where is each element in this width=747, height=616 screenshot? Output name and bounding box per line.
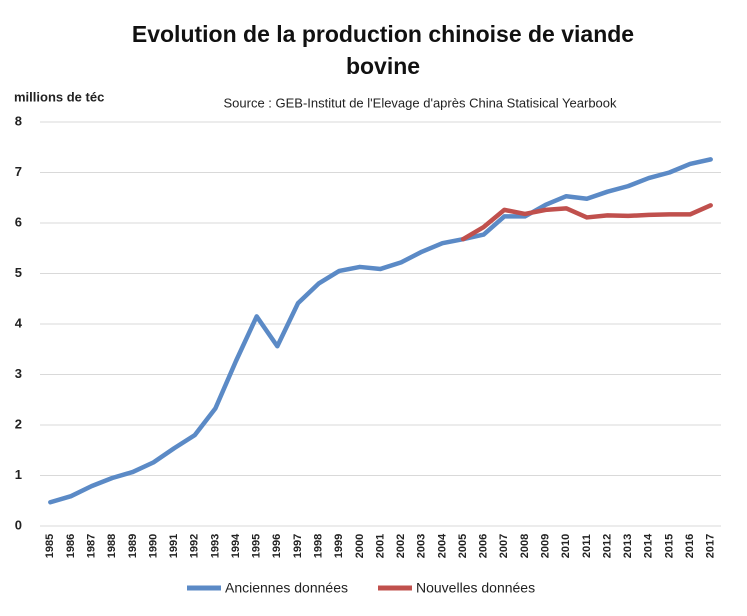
x-tick-label: 1985: [44, 534, 56, 558]
y-tick-label: 5: [15, 265, 22, 280]
x-tick-label: 1997: [292, 534, 304, 558]
x-tick-label: 2012: [601, 534, 613, 558]
y-tick-label: 1: [15, 467, 22, 482]
y-tick-label: 3: [15, 366, 22, 381]
x-tick-label: 1998: [312, 534, 324, 558]
x-tick-label: 1990: [147, 534, 159, 558]
y-tick-label: 4: [15, 315, 23, 330]
x-tick-label: 2006: [478, 534, 490, 558]
x-tick-label: 2005: [457, 534, 469, 558]
x-tick-label: 1994: [230, 533, 242, 558]
x-tick-label: 1987: [85, 534, 97, 558]
subtitle: Source : GEB-Institut de l'Elevage d'apr…: [223, 95, 617, 110]
y-tick-label: 6: [15, 214, 22, 229]
y-tick-label: 0: [15, 517, 22, 532]
x-tick-label: 1999: [333, 534, 345, 558]
y-tick-label: 7: [15, 164, 22, 179]
x-tick-label: 1989: [127, 534, 139, 558]
x-tick-label: 1996: [271, 534, 283, 558]
x-tick-label: 2015: [663, 534, 675, 558]
y-axis-label: millions de téc: [14, 89, 104, 104]
x-tick-label: 2007: [498, 534, 510, 558]
series-line: [460, 203, 713, 242]
x-tick-label: 2003: [416, 534, 428, 558]
x-tick-label: 2004: [436, 533, 448, 558]
x-tick-label: 2001: [374, 534, 386, 558]
x-tick-label: 1995: [251, 534, 263, 558]
x-tick-label: 1993: [209, 534, 221, 558]
y-tick-label: 8: [15, 113, 22, 128]
x-tick-label: 2017: [705, 534, 717, 558]
x-tick-label: 2014: [643, 533, 655, 558]
x-tick-label: 2000: [354, 534, 366, 558]
x-tick-label: 1986: [65, 534, 77, 558]
x-tick-label: 1988: [106, 534, 118, 558]
y-tick-label: 2: [15, 416, 22, 431]
x-tick-label: 2016: [684, 534, 696, 558]
x-tick-label: 1991: [168, 534, 180, 558]
x-tick-label: 2013: [622, 534, 634, 558]
x-tick-label: 2002: [395, 534, 407, 558]
legend-label: Anciennes données: [225, 580, 348, 596]
x-tick-label: 2010: [560, 534, 572, 558]
legend-label: Nouvelles données: [416, 580, 535, 596]
series-line: [48, 157, 713, 505]
x-tick-label: 2008: [519, 534, 531, 558]
x-tick-label: 2009: [539, 534, 551, 558]
x-tick-label: 1992: [189, 534, 201, 558]
chart-title: Evolution de la production chinoise de v…: [131, 21, 635, 79]
x-tick-label: 2011: [581, 534, 593, 558]
